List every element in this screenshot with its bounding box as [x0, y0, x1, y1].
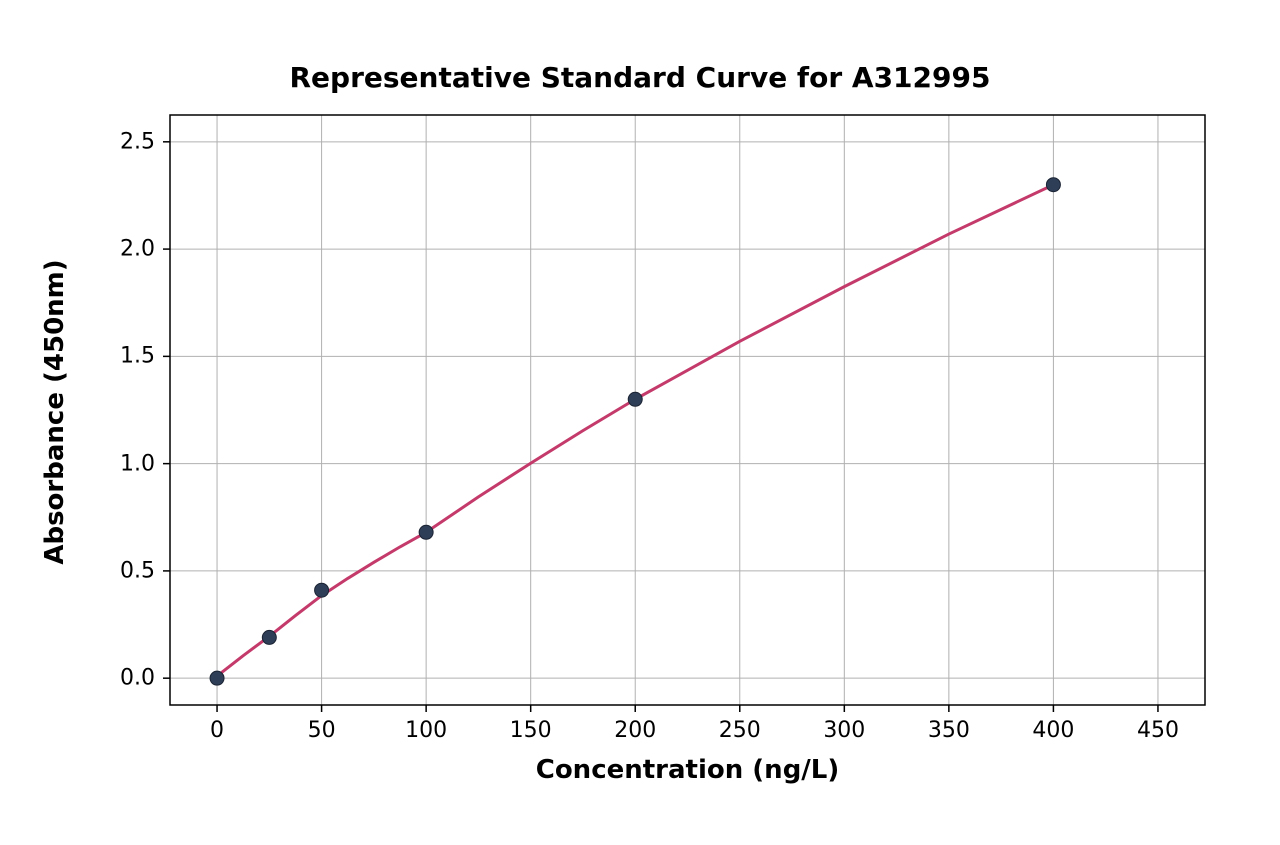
- x-tick-label: 150: [510, 718, 552, 743]
- figure: Representative Standard Curve for A31299…: [0, 0, 1280, 845]
- plot-area: [170, 115, 1205, 705]
- data-point: [1046, 178, 1060, 192]
- y-tick-label: 0.5: [95, 558, 155, 583]
- y-tick-label: 2.5: [95, 129, 155, 154]
- plot-border: [170, 115, 1205, 705]
- x-axis-label: Concentration (ng/L): [170, 755, 1205, 785]
- data-point: [262, 630, 276, 644]
- y-tick-label: 2.0: [95, 237, 155, 262]
- x-tick-label: 200: [614, 718, 656, 743]
- data-point: [419, 525, 433, 539]
- x-tick-label: 400: [1032, 718, 1074, 743]
- x-tick-label: 300: [823, 718, 865, 743]
- plot-svg: [170, 115, 1205, 705]
- y-tick-label: 1.5: [95, 344, 155, 369]
- y-axis-label: Absorbance (450nm): [40, 117, 70, 707]
- data-point: [210, 671, 224, 685]
- x-tick-label: 350: [928, 718, 970, 743]
- data-point: [315, 583, 329, 597]
- data-point: [628, 392, 642, 406]
- x-tick-label: 50: [308, 718, 336, 743]
- x-tick-label: 250: [719, 718, 761, 743]
- x-tick-label: 0: [210, 718, 224, 743]
- x-tick-label: 450: [1137, 718, 1179, 743]
- y-tick-label: 1.0: [95, 451, 155, 476]
- chart-title: Representative Standard Curve for A31299…: [0, 61, 1280, 94]
- x-tick-label: 100: [405, 718, 447, 743]
- y-tick-label: 0.0: [95, 666, 155, 691]
